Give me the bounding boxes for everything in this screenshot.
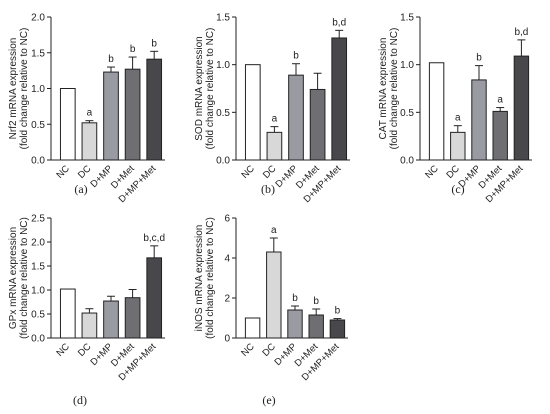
x-tick-label: NC bbox=[239, 341, 257, 359]
panel-label: (e) bbox=[262, 393, 275, 407]
x-tick-label: NC bbox=[239, 163, 257, 181]
chart-panel: 0.0 0.5 1.0 1.5 2.0 2.5 GPx mRNA expression (fo… bbox=[8, 214, 165, 408]
x-tick-label: DC bbox=[261, 163, 279, 181]
bar bbox=[81, 312, 98, 339]
y-tick-label: 0.5 bbox=[31, 310, 45, 321]
significance-label: b bbox=[292, 293, 298, 304]
panel-label: (b) bbox=[261, 182, 275, 196]
bar bbox=[513, 55, 530, 161]
y-axis-title-line: (fold change relative to NC) bbox=[205, 217, 216, 339]
x-tick-label: NC bbox=[423, 163, 441, 181]
y-tick-label: 0.5 bbox=[216, 108, 230, 119]
significance-label: b bbox=[108, 54, 114, 65]
x-tick-label: NC bbox=[54, 341, 72, 359]
bar bbox=[288, 74, 304, 161]
significance-label: b,d bbox=[514, 27, 528, 38]
bar bbox=[329, 319, 346, 339]
panel-label: (d) bbox=[73, 393, 87, 407]
y-tick-label: 1.5 bbox=[31, 262, 45, 273]
y-tick-label: 1.5 bbox=[216, 13, 230, 24]
y-tick-label: 1.0 bbox=[31, 286, 45, 297]
y-tick-label: 1.5 bbox=[400, 13, 414, 24]
bar bbox=[428, 62, 445, 161]
y-axis-title-line: (fold change relative to NC) bbox=[19, 217, 30, 339]
bar bbox=[244, 317, 261, 339]
bar bbox=[124, 68, 141, 161]
significance-label: b,c,d bbox=[143, 233, 165, 244]
y-axis-title-line: (fold change relative to NC) bbox=[205, 28, 216, 150]
y-tick-label: 2.0 bbox=[31, 238, 45, 249]
y-tick-label: 0.0 bbox=[31, 334, 45, 345]
x-tick-label: NC bbox=[54, 163, 72, 181]
significance-label: a bbox=[497, 95, 503, 106]
bar bbox=[471, 79, 487, 161]
significance-label: b bbox=[293, 51, 299, 62]
y-tick-label: 0.0 bbox=[31, 156, 45, 167]
significance-label: b bbox=[130, 44, 136, 55]
significance-label: b bbox=[151, 38, 157, 49]
bar bbox=[103, 71, 119, 161]
significance-label: b,d bbox=[332, 17, 346, 28]
bar bbox=[492, 110, 508, 161]
significance-label: b bbox=[335, 306, 341, 317]
chart-panel: 0 2 4 6 iNOS mRNA expression (fold change rel… bbox=[194, 214, 348, 407]
y-tick-label: 2.5 bbox=[31, 214, 45, 225]
y-tick-label: 1.0 bbox=[216, 60, 230, 71]
y-tick-label: 2.0 bbox=[31, 13, 45, 24]
y-tick-label: 4 bbox=[224, 254, 230, 265]
bar bbox=[331, 37, 348, 161]
y-axis-title-line: (fold change relative to NC) bbox=[389, 28, 400, 150]
bar bbox=[146, 257, 163, 339]
x-tick-label: DC bbox=[76, 163, 94, 181]
chart-panel: 0.0 0.5 1.0 1.5 CAT mRNA expression (fold cha… bbox=[378, 13, 532, 205]
y-tick-label: 1.5 bbox=[31, 48, 45, 59]
bar bbox=[266, 131, 283, 161]
significance-label: a bbox=[455, 113, 461, 124]
panel-label: (a) bbox=[74, 182, 87, 196]
y-tick-label: 6 bbox=[224, 214, 230, 225]
bar bbox=[244, 64, 261, 161]
significance-label: b bbox=[476, 53, 482, 64]
y-tick-label: 0.0 bbox=[400, 156, 414, 167]
chart-panel: 0.0 0.5 1.0 1.5 2.0 Nrf2 mRNA expression (fold… bbox=[8, 13, 165, 205]
panel-label: (c) bbox=[451, 182, 464, 196]
y-axis-title-line: GPx mRNA expression bbox=[8, 227, 19, 329]
significance-label: a bbox=[87, 108, 93, 119]
y-tick-label: 0.5 bbox=[31, 120, 45, 131]
bar bbox=[103, 300, 119, 339]
bar bbox=[287, 309, 303, 339]
y-tick-label: 0 bbox=[224, 334, 230, 345]
y-axis-title-line: (fold change relative to NC) bbox=[19, 28, 30, 150]
y-tick-label: 0.5 bbox=[400, 108, 414, 119]
bar bbox=[450, 131, 466, 161]
significance-label: a bbox=[272, 114, 278, 125]
bar bbox=[309, 88, 326, 161]
bar bbox=[266, 251, 282, 339]
x-tick-label: DC bbox=[76, 341, 94, 359]
y-axis-title-line: iNOS mRNA expression bbox=[194, 225, 205, 332]
bar bbox=[146, 58, 163, 161]
chart-panel: 0.0 0.5 1.0 1.5 SOD mRNA expression (fold cha… bbox=[194, 13, 350, 205]
y-tick-label: 2 bbox=[224, 294, 230, 305]
y-axis-title-line: Nrf2 mRNA expression bbox=[8, 38, 19, 140]
bar bbox=[81, 122, 98, 161]
y-tick-label: 1.0 bbox=[31, 84, 45, 95]
y-tick-label: 0.0 bbox=[216, 156, 230, 167]
y-axis-title-line: SOD mRNA expression bbox=[194, 36, 205, 140]
bar bbox=[308, 314, 324, 339]
bar bbox=[124, 297, 141, 339]
significance-label: b bbox=[313, 296, 319, 307]
significance-label: a bbox=[271, 225, 277, 236]
y-axis-title-line: CAT mRNA expression bbox=[378, 38, 389, 140]
bar bbox=[59, 88, 76, 161]
bar bbox=[59, 288, 76, 339]
y-tick-label: 1.0 bbox=[400, 60, 414, 71]
